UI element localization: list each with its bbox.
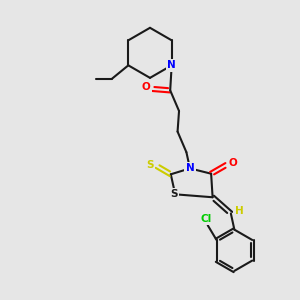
Text: N: N [167, 60, 176, 70]
Text: S: S [170, 189, 178, 199]
Text: N: N [186, 164, 194, 173]
Text: Cl: Cl [201, 214, 212, 224]
Text: O: O [229, 158, 237, 168]
Text: H: H [235, 206, 244, 216]
Text: S: S [146, 160, 154, 170]
Text: O: O [142, 82, 150, 92]
